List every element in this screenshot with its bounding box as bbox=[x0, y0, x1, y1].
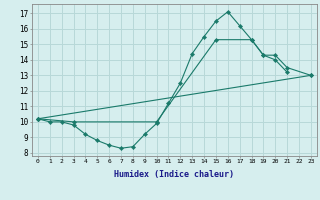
X-axis label: Humidex (Indice chaleur): Humidex (Indice chaleur) bbox=[115, 170, 234, 179]
